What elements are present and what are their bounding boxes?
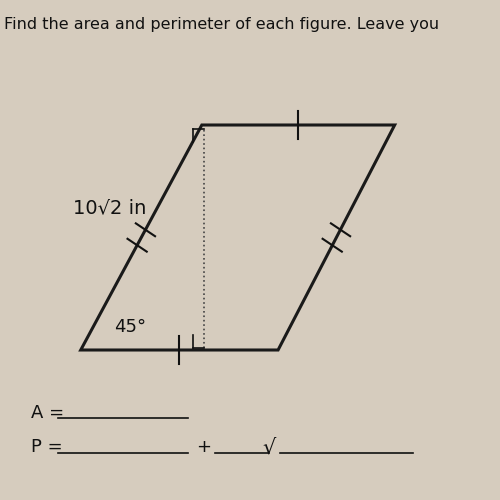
Text: √: √ xyxy=(262,438,276,458)
Text: 45°: 45° xyxy=(114,318,146,336)
Text: A =: A = xyxy=(32,404,64,421)
Text: 10√2 in: 10√2 in xyxy=(73,198,146,217)
Text: Find the area and perimeter of each figure. Leave you: Find the area and perimeter of each figu… xyxy=(4,18,440,32)
Text: +: + xyxy=(196,438,212,456)
Text: P =: P = xyxy=(32,438,63,456)
